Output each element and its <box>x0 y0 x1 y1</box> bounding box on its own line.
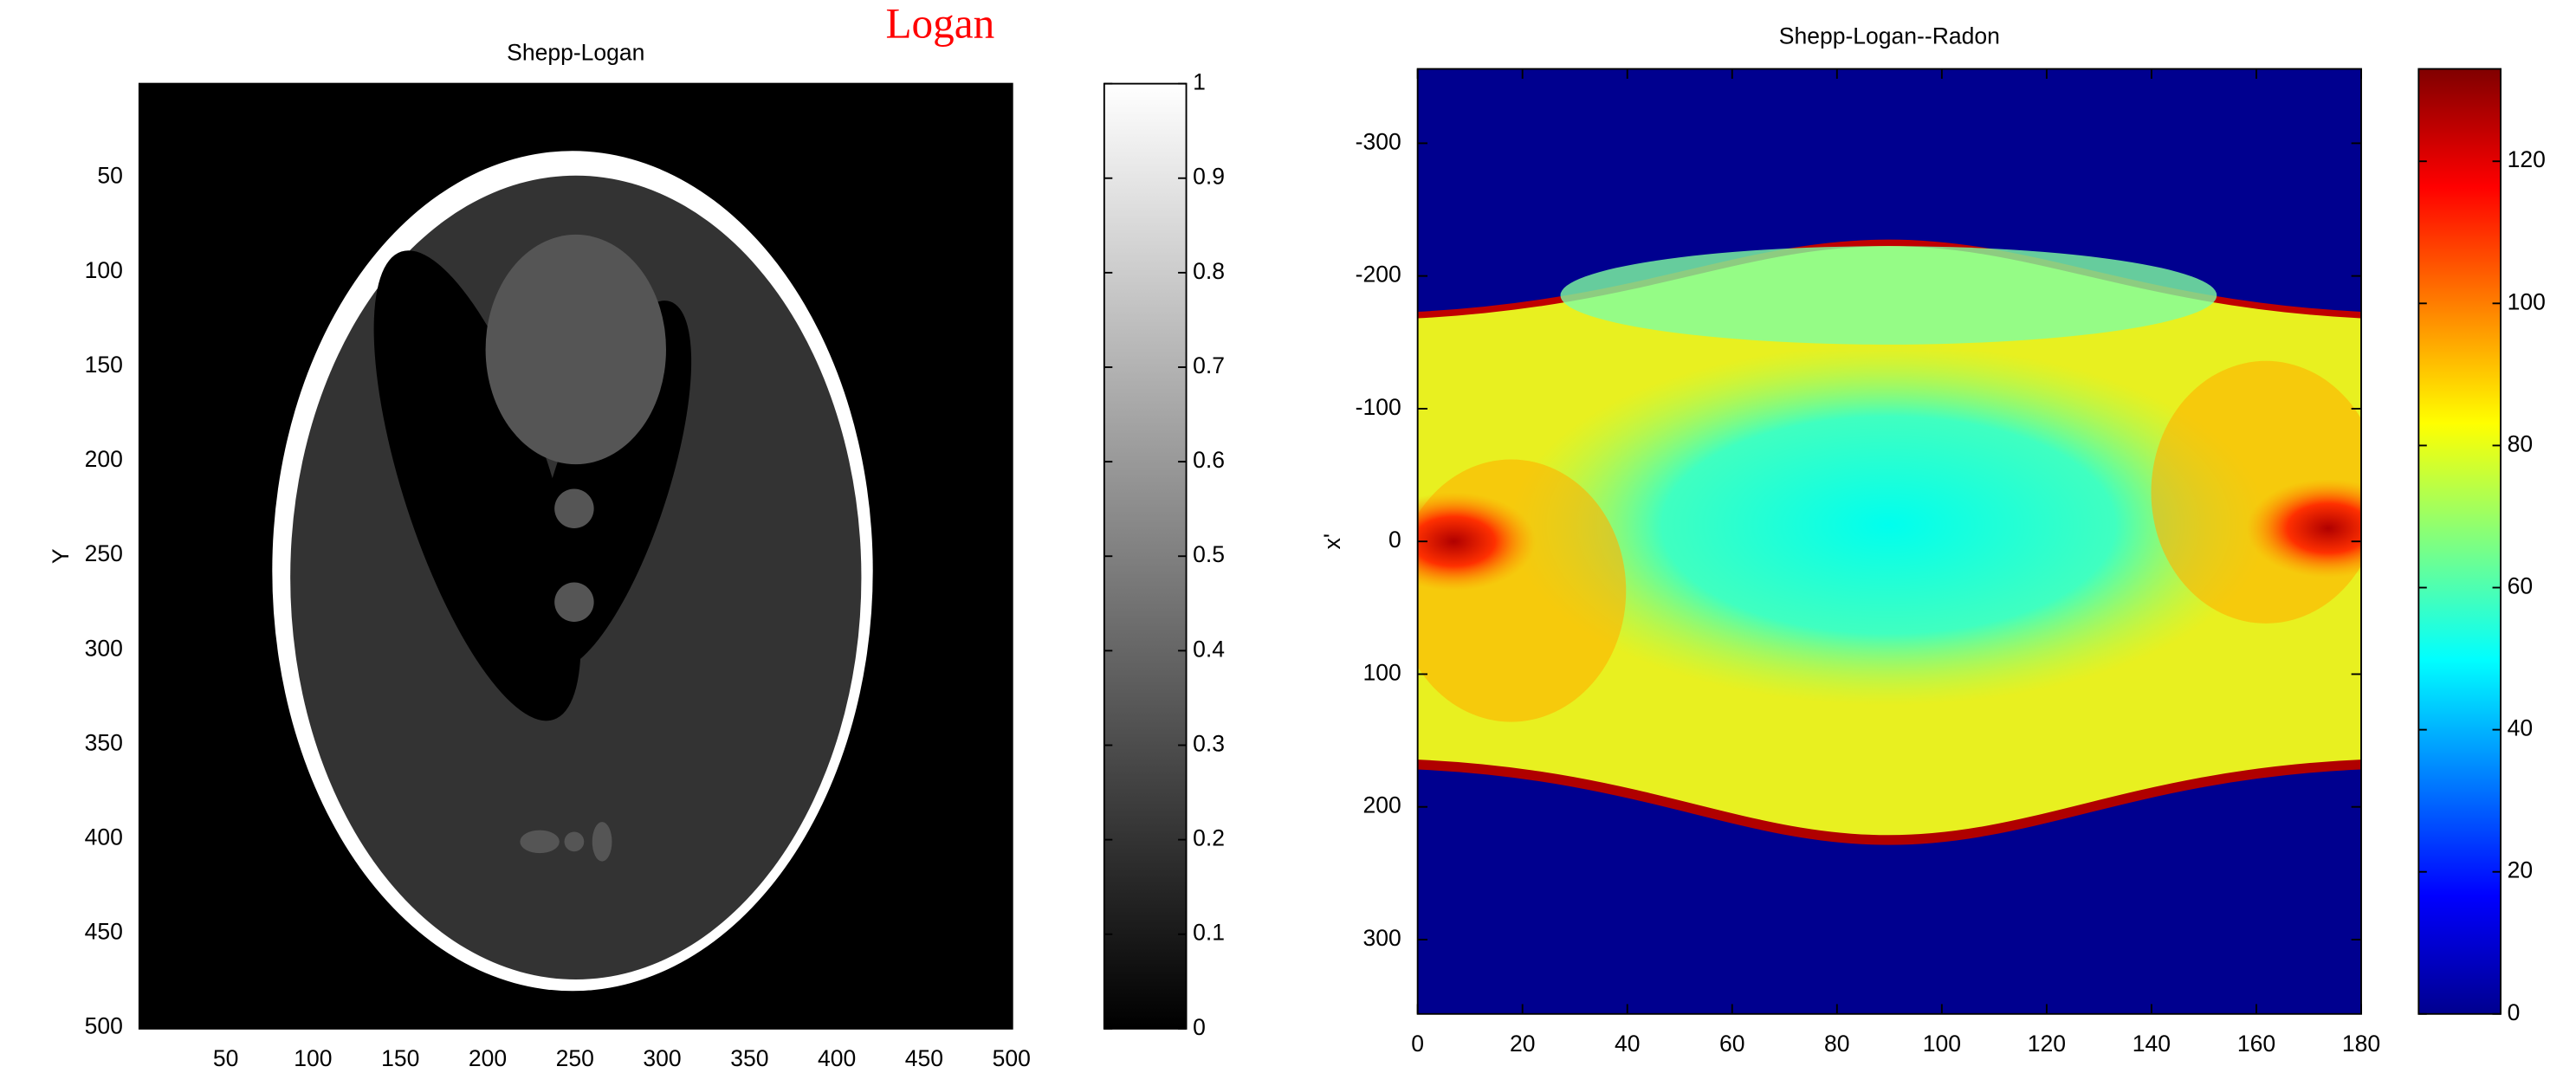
y-tick-label: -100 <box>1356 394 1401 420</box>
x-tick-label: 100 <box>1923 1031 1961 1057</box>
x-tick-label: 400 <box>818 1045 856 1071</box>
colorbar-tick-label: 0.8 <box>1193 258 1225 284</box>
y-tick-label: 350 <box>85 729 123 755</box>
colorbar-tick-label: 0 <box>1193 1014 1206 1040</box>
colorbar <box>1104 84 1187 1029</box>
colorbar-tick-label: 20 <box>2508 857 2534 883</box>
x-tick-label: 300 <box>643 1045 681 1071</box>
radon-image <box>1372 69 2411 1014</box>
y-tick-label: -300 <box>1356 128 1401 154</box>
x-tick-label: 120 <box>2028 1031 2066 1057</box>
annotation: Logan <box>885 0 994 48</box>
y-tick-label: 0 <box>1388 527 1401 553</box>
colorbar-tick-label: 0.9 <box>1193 164 1225 190</box>
x-tick-label: 160 <box>2237 1031 2275 1057</box>
x-tick-label: 140 <box>2133 1031 2171 1057</box>
x-tick-label: 100 <box>294 1045 332 1071</box>
colorbar-tick-label: 0.6 <box>1193 447 1225 473</box>
x-tick-label: 60 <box>1719 1031 1744 1057</box>
y-tick-label: 50 <box>97 163 123 189</box>
x-tick-label: 450 <box>905 1045 943 1071</box>
x-tick-label: 80 <box>1824 1031 1850 1057</box>
y-tick-label: -200 <box>1356 262 1401 288</box>
x-tick-label: 40 <box>1615 1031 1641 1057</box>
x-tick-label: 200 <box>469 1045 507 1071</box>
colorbar-tick-label: 0 <box>2508 999 2521 1025</box>
chart-title: Shepp-Logan <box>507 40 644 66</box>
colorbar-tick-label: 40 <box>2508 715 2534 741</box>
colorbar-tick-label: 0.4 <box>1193 636 1225 662</box>
x-tick-label: 500 <box>993 1045 1031 1071</box>
y-tick-label: 300 <box>85 635 123 661</box>
y-tick-label: 300 <box>1362 925 1401 951</box>
colorbar-tick-label: 120 <box>2508 146 2546 172</box>
x-tick-label: 0 <box>1411 1031 1424 1057</box>
y-tick-label: 100 <box>85 257 123 283</box>
colorbar-tick-label: 0.7 <box>1193 352 1225 378</box>
y-tick-label: 500 <box>85 1013 123 1039</box>
x-tick-label: 20 <box>1510 1031 1536 1057</box>
y-tick-label: 250 <box>85 540 123 566</box>
colorbar-tick-label: 0.1 <box>1193 920 1225 946</box>
y-tick-label: 450 <box>85 919 123 945</box>
y-axis-label: Y <box>48 548 74 564</box>
colorbar-tick-label: 60 <box>2508 573 2534 599</box>
colorbar-tick-label: 0.2 <box>1193 825 1225 851</box>
x-tick-label: 350 <box>730 1045 768 1071</box>
chart-title: Shepp-Logan--Radon <box>1779 23 2000 49</box>
x-tick-label: 250 <box>556 1045 594 1071</box>
colorbar-tick-label: 1 <box>1193 69 1206 95</box>
phantom-image <box>139 84 1013 1029</box>
colorbar-tick-label: 80 <box>2508 430 2534 456</box>
colorbar-tick-label: 0.5 <box>1193 541 1225 567</box>
y-tick-label: 200 <box>1362 792 1401 818</box>
colorbar-tick-label: 0.3 <box>1193 730 1225 756</box>
x-tick-label: 50 <box>213 1045 239 1071</box>
x-tick-label: 150 <box>381 1045 419 1071</box>
y-tick-label: 100 <box>1362 659 1401 685</box>
colorbar <box>2418 69 2501 1014</box>
y-tick-label: 150 <box>85 352 123 378</box>
y-axis-label: x' <box>1319 533 1345 549</box>
y-tick-label: 200 <box>85 446 123 472</box>
x-tick-label: 180 <box>2342 1031 2380 1057</box>
figure: Logan Shepp-LoganY5010015020025030035040… <box>0 0 2576 1073</box>
y-tick-label: 400 <box>85 824 123 850</box>
colorbar-tick-label: 100 <box>2508 288 2546 314</box>
